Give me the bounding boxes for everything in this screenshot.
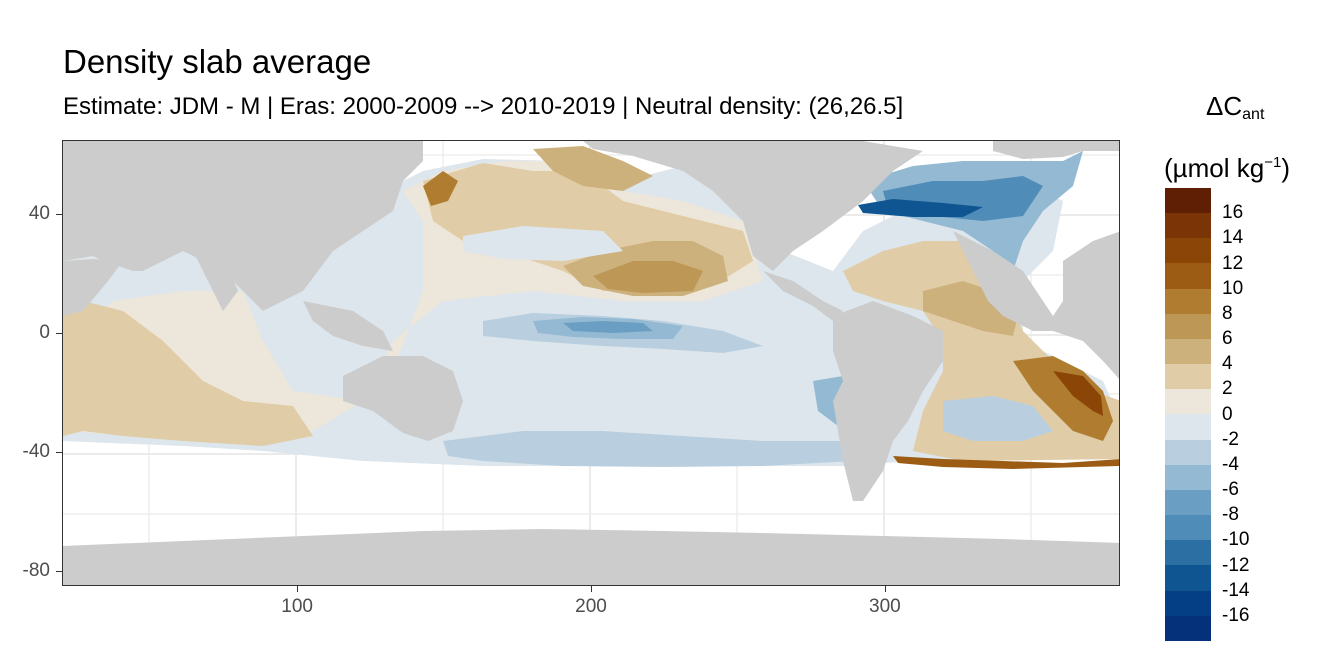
field-pos-saf [893, 456, 1119, 469]
legend-unit-open: (µmol kg [1164, 153, 1265, 183]
field-neg-2 [463, 226, 623, 261]
legend-label: -12 [1222, 554, 1250, 576]
legend-label: 10 [1222, 277, 1244, 299]
legend-label: -6 [1222, 479, 1239, 500]
legend-swatch [1165, 414, 1211, 440]
land-southamerica [833, 301, 943, 501]
legend-label: 8 [1222, 302, 1233, 324]
x-tick-label-200: 200 [575, 596, 607, 617]
land-australia [343, 356, 463, 441]
land-greenland [993, 141, 1119, 159]
y-tick-mark [56, 571, 62, 573]
legend-label: 0 [1222, 403, 1233, 425]
land-india [193, 251, 238, 311]
y-tick-mark [56, 452, 62, 454]
y-tick-label-40: 40 [28, 203, 50, 225]
map-svg [63, 141, 1119, 585]
y-tick-mark [56, 214, 62, 216]
land-antarctica [63, 529, 1119, 585]
field-pos-atl12 [1053, 371, 1103, 416]
x-tick-mark [884, 586, 886, 592]
legend-label: 6 [1222, 328, 1233, 349]
land-europe-africa [953, 231, 1119, 379]
legend-label: -14 [1222, 579, 1250, 601]
legend-label: 12 [1222, 252, 1244, 274]
legend-swatch [1165, 338, 1211, 365]
legend-swatch [1165, 615, 1211, 641]
legend-colorbar [1165, 188, 1211, 641]
legend-title-sub: ant [1242, 106, 1265, 123]
legend-title-main: ΔC [1206, 91, 1243, 121]
land [63, 141, 1119, 585]
x-tick-mark [297, 586, 299, 592]
legend-swatch [1165, 515, 1211, 541]
legend-swatch [1165, 565, 1211, 591]
legend-unit-sup: −1 [1264, 154, 1282, 171]
legend-label: -2 [1222, 428, 1239, 450]
legend-label: 16 [1222, 202, 1244, 224]
legend-label: -16 [1222, 604, 1250, 626]
legend-label: -10 [1222, 529, 1250, 551]
y-tick-mark [56, 333, 62, 335]
field-pos-alaska [533, 146, 653, 191]
land-eurasia [63, 141, 423, 311]
land-northamerica [583, 141, 923, 271]
legend-unit-close: ) [1281, 153, 1290, 183]
plot-title: Density slab average [63, 43, 372, 80]
y-tick-label-minus40: -40 [22, 441, 50, 463]
legend-swatch [1165, 439, 1211, 465]
field-pos-kuro [423, 171, 458, 206]
x-tick-mark [591, 586, 592, 592]
land-asia-islands [303, 301, 393, 351]
legend-swatch [1165, 540, 1211, 566]
legend-label: 14 [1222, 227, 1244, 249]
field-neg-satl [943, 396, 1053, 441]
legend-swatch [1165, 464, 1211, 490]
legend-label: -8 [1222, 504, 1239, 526]
field-pos-8 [593, 261, 703, 293]
y-tick-label-0: 0 [39, 322, 50, 344]
x-tick-label-300: 300 [869, 596, 901, 617]
legend-swatch [1165, 389, 1211, 415]
legend-swatch [1165, 288, 1211, 314]
land-central-america [763, 271, 843, 321]
legend-swatch [1165, 313, 1211, 339]
x-tick-label-100: 100 [281, 596, 313, 617]
legend-swatch [1165, 590, 1211, 616]
legend-label: 2 [1222, 378, 1233, 400]
legend-label: -4 [1222, 453, 1239, 475]
map-panel [62, 140, 1120, 586]
legend-swatch [1165, 188, 1211, 214]
legend-swatch [1165, 238, 1211, 264]
legend-swatch [1165, 263, 1211, 289]
legend-swatch [1165, 364, 1211, 390]
field-neg-8a [563, 321, 653, 333]
field-neg-natl3 [858, 199, 983, 217]
field-pos-atl8 [1013, 356, 1113, 441]
legend-swatch [1165, 489, 1211, 516]
land-africa-east [63, 259, 123, 316]
y-tick-label-minus80: -80 [22, 560, 50, 582]
legend-title: ΔCant (µmol kg−1) [1164, 82, 1314, 192]
plot-subtitle: Estimate: JDM - M | Eras: 2000-2009 --> … [63, 93, 904, 120]
legend-label: 4 [1222, 353, 1233, 375]
legend-swatch [1165, 213, 1211, 239]
field-pos-4 [63, 301, 313, 446]
field-neg-4b [443, 431, 853, 467]
